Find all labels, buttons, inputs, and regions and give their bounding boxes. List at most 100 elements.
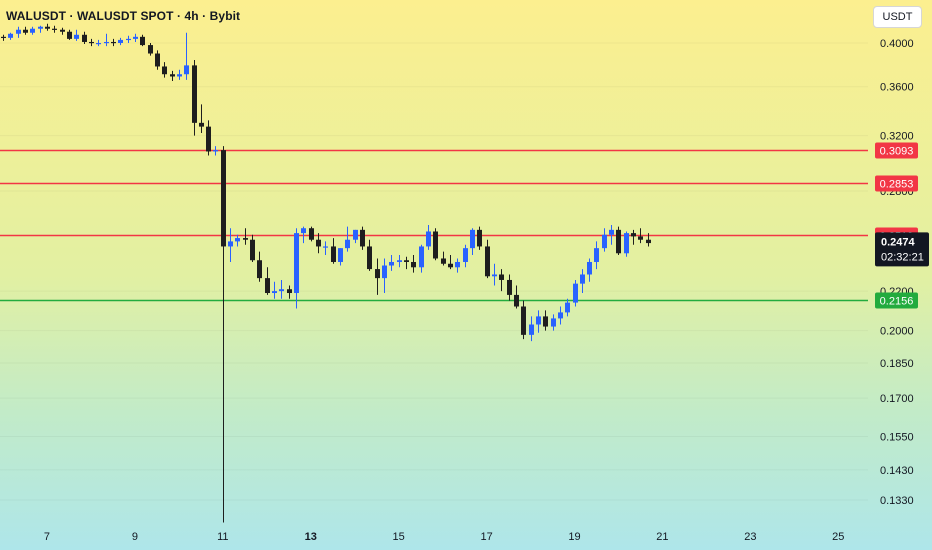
- candle: [426, 224, 431, 250]
- price-tick-label: 0.1330: [880, 495, 914, 507]
- candle: [587, 258, 592, 282]
- candle: [353, 229, 358, 244]
- price-tick-label: 0.4000: [880, 38, 914, 50]
- candle-body: [360, 229, 365, 247]
- support-price-label: 0.2156: [880, 296, 914, 308]
- candle-body: [426, 231, 431, 247]
- candle-body: [82, 34, 87, 42]
- candle: [646, 233, 651, 247]
- candle: [38, 25, 43, 33]
- candle: [514, 285, 519, 309]
- candle: [338, 248, 343, 266]
- candle-body: [536, 316, 541, 325]
- candle: [148, 43, 153, 56]
- candle: [16, 26, 21, 38]
- time-tick-label: 11: [217, 531, 228, 543]
- resistance-price-label: 0.3093: [880, 146, 914, 158]
- candle: [213, 146, 218, 156]
- support-price-tag: [875, 292, 918, 309]
- candle: [543, 310, 548, 331]
- candle-body: [353, 229, 358, 240]
- candle: [360, 226, 365, 250]
- candle: [82, 31, 87, 45]
- candle-body: [411, 261, 416, 268]
- candle-body: [265, 278, 270, 294]
- candle-body: [96, 43, 101, 45]
- candle-body: [492, 274, 497, 277]
- candle: [23, 26, 28, 35]
- time-tick-label: 17: [480, 531, 492, 543]
- candle-body: [485, 246, 490, 277]
- candle: [316, 233, 321, 254]
- candle-body: [609, 229, 614, 235]
- candle-body: [133, 36, 138, 39]
- candle: [638, 228, 643, 244]
- candle-body: [279, 289, 284, 292]
- candle-body: [580, 274, 585, 284]
- candle-body: [624, 233, 629, 254]
- price-tick-label: 0.1700: [880, 393, 914, 405]
- candle-body: [272, 291, 277, 294]
- candle: [279, 279, 284, 299]
- candle-body: [140, 36, 145, 46]
- resistance-price-tag: [875, 175, 918, 192]
- candle: [52, 25, 57, 33]
- candle: [631, 229, 636, 245]
- candle-body: [521, 306, 526, 335]
- candle: [485, 239, 490, 279]
- candle-body: [338, 248, 343, 262]
- candle-body: [477, 229, 482, 247]
- candle-body: [250, 239, 255, 261]
- candle: [499, 269, 504, 292]
- candle-body: [397, 260, 402, 262]
- candle: [507, 274, 512, 301]
- candle-body: [199, 122, 204, 127]
- candle: [404, 256, 409, 270]
- candle-body: [565, 302, 570, 313]
- candle-body: [16, 29, 21, 34]
- price-tick-label: 0.3600: [880, 82, 914, 94]
- price-axis[interactable]: 0.40000.36000.32000.28000.22000.20000.18…: [875, 38, 929, 507]
- candle: [529, 316, 534, 342]
- last-price-label: 0.2474: [881, 236, 916, 248]
- candle-body: [148, 45, 153, 54]
- candle: [89, 38, 94, 47]
- price-tick-label: 0.1430: [880, 465, 914, 477]
- candle-body: [602, 234, 607, 249]
- candle-body: [192, 65, 197, 123]
- time-tick-label: 19: [568, 531, 580, 543]
- candle: [250, 234, 255, 262]
- candle-body: [30, 28, 35, 33]
- candle-body: [441, 258, 446, 264]
- candle-body: [316, 239, 321, 247]
- candle-body: [375, 269, 380, 279]
- candle-body: [213, 150, 218, 152]
- candle-body: [170, 74, 175, 77]
- candles: [1, 23, 651, 523]
- candle: [228, 228, 233, 262]
- currency-button[interactable]: USDT: [873, 6, 922, 28]
- candle-body: [235, 238, 240, 242]
- candle: [580, 269, 585, 294]
- candle-body: [499, 274, 504, 280]
- candle: [455, 258, 460, 273]
- candle-body: [551, 318, 556, 327]
- candle-body: [23, 29, 28, 33]
- time-axis[interactable]: 7 9 11 13 15 17 19 21 23 25: [44, 531, 845, 543]
- candle: [206, 120, 211, 156]
- candle: [30, 26, 35, 35]
- candle: [573, 279, 578, 307]
- candle: [243, 228, 248, 245]
- candle-body: [507, 279, 512, 295]
- candle-body: [38, 26, 43, 29]
- candle-body: [294, 233, 299, 294]
- candle: [367, 239, 372, 271]
- candle-body: [323, 246, 328, 248]
- candle-body: [514, 294, 519, 307]
- candle-body: [631, 233, 636, 237]
- candle: [177, 69, 182, 80]
- candle: [170, 70, 175, 82]
- candle-body: [60, 29, 65, 32]
- time-tick-label: 13: [305, 531, 317, 543]
